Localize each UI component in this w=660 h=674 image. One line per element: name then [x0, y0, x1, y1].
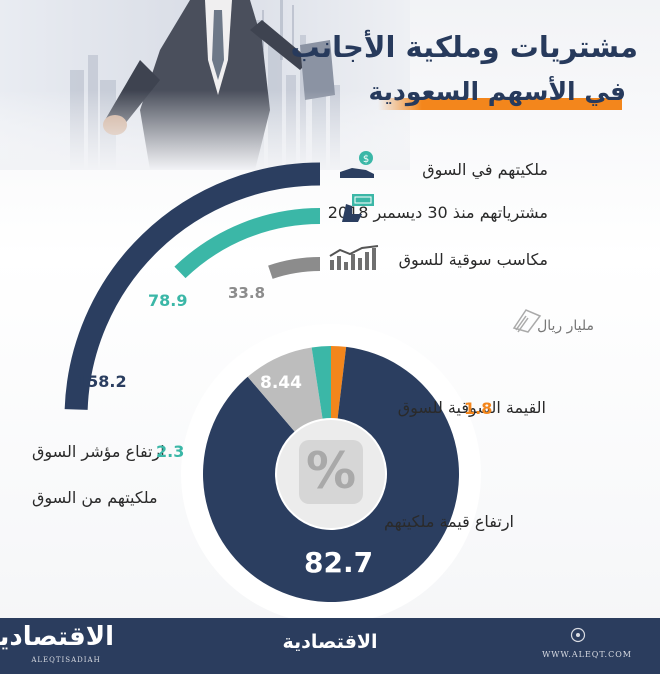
unit-label: مليار ريال — [537, 318, 594, 334]
donut-value-ownership-share: 8.44 — [260, 373, 302, 393]
title-underline — [378, 98, 622, 110]
donut-label-market-value: القيمة السوقية للسوق — [397, 398, 546, 417]
radial-bar-0 — [64, 162, 321, 410]
page-title: مشتريات وملكية الأجانب — [290, 30, 638, 64]
banknotes-icon — [512, 309, 542, 333]
cash-hand-icon — [342, 194, 374, 222]
website-globe-icon — [570, 627, 586, 643]
page-subtitle: في الأسهم السعودية — [368, 77, 626, 106]
percent-icon: % — [306, 442, 356, 500]
radial-label-ownership: ملكيتهم في السوق — [422, 160, 548, 179]
footer-logo-left: الاقتصادية — [0, 622, 114, 652]
footer-bar — [0, 618, 660, 674]
donut-slice-3 — [331, 346, 347, 419]
donut-value-value-rise: 82.7 — [304, 546, 374, 579]
percent-icon-bg — [299, 440, 363, 504]
donut-value-market-value: 1.8 — [464, 399, 493, 418]
donut-label-index-rise: ارتفاع مؤشر السوق — [32, 442, 165, 461]
money-hand-icon: $ — [340, 151, 374, 178]
market-chart-icon — [329, 245, 379, 270]
radial-value-gains: 33.8 — [228, 284, 266, 302]
donut-slice-2 — [311, 346, 331, 419]
radial-bar-1 — [174, 208, 321, 279]
chart-area: % — [64, 162, 460, 602]
radial-value-purchases: 78.9 — [148, 291, 188, 310]
radial-label-gains: مكاسب سوقية للسوق — [398, 250, 548, 269]
donut-label-value-rise: ارتفاع قيمة ملكيتهم — [384, 512, 514, 531]
donut-value-index-rise: 2.3 — [156, 442, 185, 461]
footer-logo-latin: ALEQTISADIAH — [31, 656, 101, 664]
donut-slice-0 — [203, 346, 460, 602]
donut-label-ownership-share: ملكيتهم من السوق — [32, 488, 158, 507]
donut-slice-1 — [247, 347, 323, 432]
footer-website: WWW.ALEQT.COM — [542, 650, 632, 659]
businessman-city-photo — [0, 0, 410, 170]
radial-value-ownership: 158.2 — [76, 372, 127, 391]
svg-text:$: $ — [363, 154, 369, 165]
footer-logo-center: الاقتصادية — [282, 631, 378, 653]
radial-bar-2 — [268, 257, 321, 279]
